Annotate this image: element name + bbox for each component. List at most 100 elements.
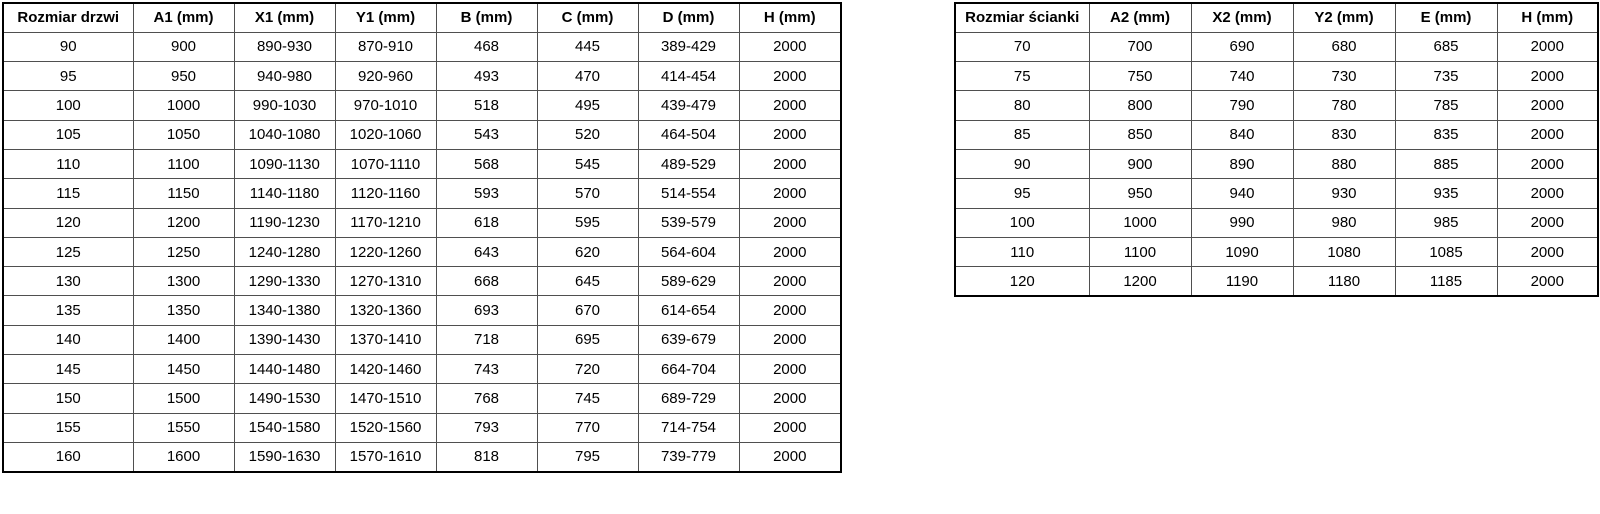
table-cell: 1185 — [1394, 266, 1498, 297]
table-cell: 120 — [2, 207, 134, 238]
table-cell: 940 — [1190, 178, 1294, 209]
table-cell: 1080 — [1292, 236, 1396, 268]
table-cell: 80 — [954, 90, 1090, 121]
table-cell: 1600 — [132, 441, 235, 473]
table-row: 145 1450 1440-1480 1420-1460 743 720 664-704 20… — [2, 354, 842, 385]
column-header: Y2 (mm) — [1292, 2, 1396, 33]
column-header: Rozmiar drzwi — [2, 2, 134, 33]
table-cell: 2000 — [738, 383, 842, 414]
table-cell: 389-429 — [637, 31, 740, 63]
table-cell: 1170-1210 — [334, 207, 437, 238]
table-cell: 2000 — [1496, 178, 1599, 209]
table-cell: 1270-1310 — [334, 266, 437, 297]
table-cell: 445 — [536, 31, 639, 63]
table-cell: 1570-1610 — [334, 441, 437, 473]
table-cell: 1000 — [132, 90, 235, 121]
column-header: A2 (mm) — [1088, 2, 1192, 33]
door-dimensions-table: Rozmiar drzwi A1 (mm) X1 (mm) Y1 (mm) B (mm)… — [2, 2, 842, 473]
table-cell: 1090-1130 — [233, 148, 336, 180]
table-cell: 1550 — [132, 412, 235, 443]
table-cell: 90 — [2, 31, 134, 63]
table-cell: 870-910 — [334, 31, 437, 63]
table-cell: 2000 — [1496, 90, 1599, 121]
table-cell: 1100 — [132, 148, 235, 180]
table-cell: 890-930 — [233, 31, 336, 63]
table-cell: 520 — [536, 119, 639, 150]
column-header: H (mm) — [1496, 2, 1599, 33]
table-cell: 770 — [536, 412, 639, 443]
table-cell: 2000 — [1496, 236, 1599, 268]
table-cell: 160 — [2, 441, 134, 473]
table-cell: 125 — [2, 236, 134, 268]
table-row: 150 1500 1490-1530 1470-1510 768 745 689-729 20… — [2, 383, 842, 414]
table-cell: 115 — [2, 178, 134, 209]
table-row: 160 1600 1590-1630 1570-1610 818 795 739-779 20… — [2, 441, 842, 473]
table-cell: 1540-1580 — [233, 412, 336, 443]
table-cell: 2000 — [738, 31, 842, 63]
table-cell: 2000 — [738, 207, 842, 238]
table-cell: 2000 — [738, 324, 842, 356]
header-row: Rozmiar drzwi A1 (mm) X1 (mm) Y1 (mm) B (mm)… — [2, 2, 842, 33]
table-cell: 539-579 — [637, 207, 740, 238]
table-cell: 1340-1380 — [233, 295, 336, 326]
column-header: Rozmiar ścianki — [954, 2, 1090, 33]
table-row: 90 900 890-930 870-910 468 445 389-429 2000 — [2, 31, 842, 63]
table-cell: 740 — [1190, 61, 1294, 92]
table-cell: 1320-1360 — [334, 295, 437, 326]
table-row: 120 1200 1190 1180 1185 2000 — [954, 266, 1599, 297]
table-cell: 2000 — [1496, 207, 1599, 238]
table-cell: 1000 — [1088, 207, 1192, 238]
column-header: E (mm) — [1394, 2, 1498, 33]
table-row: 70 700 690 680 685 2000 — [954, 31, 1599, 63]
table-cell: 1500 — [132, 383, 235, 414]
table-row: 135 1350 1340-1380 1320-1360 693 670 614-654 20… — [2, 295, 842, 326]
table-cell: 95 — [2, 61, 134, 92]
table-cell: 439-479 — [637, 90, 740, 121]
table-cell: 85 — [954, 119, 1090, 150]
table-cell: 2000 — [738, 61, 842, 92]
table-cell: 835 — [1394, 119, 1498, 150]
table-cell: 1490-1530 — [233, 383, 336, 414]
table-cell: 1085 — [1394, 236, 1498, 268]
table-cell: 840 — [1190, 119, 1294, 150]
header-row: Rozmiar ścianki A2 (mm) X2 (mm) Y2 (mm) E (m… — [954, 2, 1599, 33]
table-cell: 1370-1410 — [334, 324, 437, 356]
column-header: H (mm) — [738, 2, 842, 33]
table-row: 140 1400 1390-1430 1370-1410 718 695 639-679 20… — [2, 324, 842, 356]
table-cell: 618 — [435, 207, 538, 238]
table-cell: 140 — [2, 324, 134, 356]
column-header: A1 (mm) — [132, 2, 235, 33]
table-cell: 1200 — [1088, 266, 1192, 297]
table-row: 95 950 940 930 935 2000 — [954, 178, 1599, 209]
column-header: C (mm) — [536, 2, 639, 33]
table-cell: 589-629 — [637, 266, 740, 297]
table-row: 100 1000 990 980 985 2000 — [954, 207, 1599, 238]
table-row: 80 800 790 780 785 2000 — [954, 90, 1599, 121]
table-cell: 1300 — [132, 266, 235, 297]
table-cell: 1470-1510 — [334, 383, 437, 414]
table-cell: 668 — [435, 266, 538, 297]
table-cell: 930 — [1292, 178, 1396, 209]
table-cell: 564-604 — [637, 236, 740, 268]
table-cell: 155 — [2, 412, 134, 443]
table-cell: 1100 — [1088, 236, 1192, 268]
table-cell: 990-1030 — [233, 90, 336, 121]
table-cell: 110 — [2, 148, 134, 180]
column-header: B (mm) — [435, 2, 538, 33]
table-cell: 1440-1480 — [233, 354, 336, 385]
table-cell: 800 — [1088, 90, 1192, 121]
table-row: 110 1100 1090-1130 1070-1110 568 545 489-529 20… — [2, 148, 842, 180]
table-row: 130 1300 1290-1330 1270-1310 668 645 589-629 20… — [2, 266, 842, 297]
table-cell: 1220-1260 — [334, 236, 437, 268]
table-cell: 900 — [1088, 148, 1192, 180]
table-cell: 695 — [536, 324, 639, 356]
table-cell: 1050 — [132, 119, 235, 150]
table-cell: 1290-1330 — [233, 266, 336, 297]
table-cell: 639-679 — [637, 324, 740, 356]
table-cell: 790 — [1190, 90, 1294, 121]
table-cell: 795 — [536, 441, 639, 473]
table-cell: 739-779 — [637, 441, 740, 473]
table-cell: 690 — [1190, 31, 1294, 63]
table-cell: 2000 — [738, 295, 842, 326]
table-cell: 468 — [435, 31, 538, 63]
